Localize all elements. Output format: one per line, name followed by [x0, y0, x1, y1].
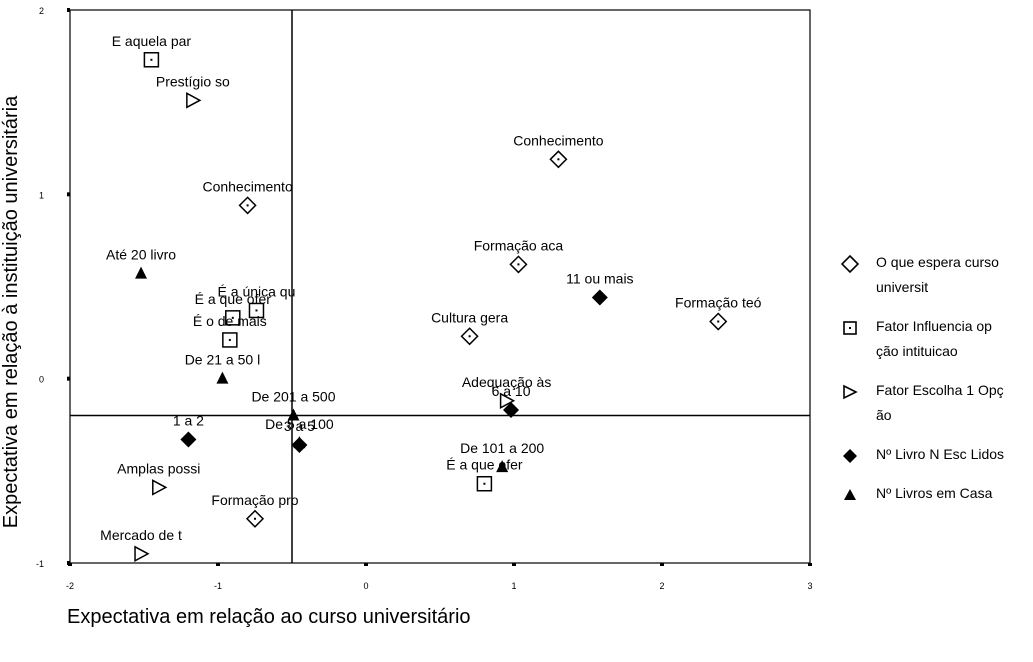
y-axis-label: Expectativa em relação à instituição uni…: [0, 95, 22, 529]
y-tick-label: 1: [39, 190, 44, 200]
x-tick-label: 0: [363, 581, 368, 591]
point-center-dot: [228, 338, 231, 341]
legend-item-livro-lidos: Nº Livro N Esc Lidos: [838, 442, 1028, 467]
y-tick-label: 2: [39, 6, 44, 16]
point-center-dot: [246, 204, 249, 207]
legend-label-line2: universit: [876, 279, 929, 295]
point-label: Conhecimento: [513, 132, 603, 148]
legend: O que espera curso universit Fator Influ…: [838, 250, 1028, 520]
y-tick-label: 0: [39, 375, 44, 385]
legend-label-line1: Fator Influencia op: [876, 318, 992, 334]
y-tick-mark: [67, 561, 70, 565]
point-label: Formação teó: [675, 295, 762, 311]
point-center-dot: [231, 316, 234, 319]
point-label: 11 ou mais: [566, 271, 633, 287]
point-center-dot: [557, 158, 560, 161]
point-label: De 201 a 500: [251, 389, 335, 405]
point-diamond-filled: [180, 431, 197, 448]
point-label: De 5 a 100: [265, 416, 334, 432]
y-tick-mark: [67, 376, 70, 381]
point-triangle-right-open: [499, 392, 516, 410]
point-triangle-filled: [216, 371, 229, 384]
point-label: Até 20 livro: [106, 247, 176, 263]
point-label: É o de mais: [193, 313, 267, 329]
point-label: Formação aca: [474, 237, 564, 253]
triangle-right-open-icon: [843, 384, 858, 400]
point-label: Adequação às: [462, 374, 552, 390]
point-label: Amplas possi: [117, 460, 200, 476]
point-label: De 101 a 200: [460, 440, 544, 456]
x-tick-label: 3: [807, 581, 812, 591]
point-label: De 21 a 50 l: [185, 352, 261, 368]
point-label: É a única qu: [218, 283, 296, 299]
point-center-dot: [150, 58, 153, 61]
square-open-icon: [843, 321, 857, 335]
point-center-dot: [517, 263, 520, 266]
point-center-dot: [468, 335, 471, 338]
point-label: Mercado de t: [100, 527, 182, 543]
point-triangle-filled: [496, 460, 509, 473]
y-tick-label: -1: [36, 559, 44, 569]
triangle-filled-icon: [844, 489, 856, 500]
legend-item-livros-casa: Nº Livros em Casa: [838, 481, 1028, 506]
point-label: Prestígio so: [156, 73, 230, 89]
point-triangle-filled: [135, 266, 148, 279]
point-triangle-filled: [293, 436, 306, 449]
point-center-dot: [254, 517, 256, 520]
point-triangle-right-open: [186, 92, 202, 109]
legend-label-line1: Nº Livros em Casa: [876, 485, 993, 501]
x-tick-mark: [512, 563, 516, 566]
legend-item-fator-influencia: Fator Influencia op ção intituicao: [838, 314, 1028, 364]
legend-label-line1: O que espera curso: [876, 254, 999, 270]
point-label: 3 a 5: [284, 418, 315, 434]
x-tick-label: -1: [214, 581, 222, 591]
point-triangle-right-open: [134, 545, 150, 563]
legend-item-o-que-espera: O que espera curso universit: [838, 250, 1028, 300]
legend-label-line1: Nº Livro N Esc Lidos: [876, 446, 1005, 462]
x-tick-mark: [660, 563, 664, 566]
legend-label-line1: Fator Escolha 1 Opç: [876, 382, 1004, 398]
x-axis-label: Expectativa em relação ao curso universi…: [67, 606, 471, 628]
point-triangle-right-open: [152, 479, 168, 496]
point-center-dot: [483, 482, 486, 485]
point-label: 1 a 2: [173, 412, 204, 428]
point-label: É a que ofer: [446, 457, 523, 473]
legend-label-line2: ção intituicao: [876, 343, 958, 359]
point-diamond-filled: [503, 402, 520, 419]
plot-area: -2 -1 0 1 2 3 -1 0 1 2 Conhecimento Conhecimento For…: [36, 6, 813, 591]
point-label: É a que ofer: [195, 291, 272, 307]
x-tick-label: 2: [659, 581, 664, 591]
point-label: E aquela par: [112, 33, 192, 49]
x-tick-mark: [364, 563, 368, 566]
y-tick-mark: [67, 192, 70, 197]
point-diamond-filled: [591, 289, 608, 306]
x-tick-mark: [216, 563, 220, 566]
legend-item-fator-escolha: Fator Escolha 1 Opç ão: [838, 378, 1028, 428]
plot-frame: [69, 9, 811, 564]
point-center-dot: [717, 320, 720, 323]
point-label: Formação pro: [211, 492, 298, 508]
point-center-dot: [255, 309, 258, 312]
y-tick-mark: [67, 8, 70, 12]
x-tick-label: 1: [511, 581, 516, 591]
point-label: Cultura gera: [431, 309, 508, 325]
point-label: Conhecimento: [202, 178, 292, 194]
x-tick-label: -2: [66, 581, 74, 591]
point-triangle-filled: [287, 408, 300, 421]
x-tick-mark: [808, 563, 812, 566]
diamond-open-icon: [840, 254, 860, 274]
diamond-filled-icon: [843, 449, 857, 463]
legend-label-line2: ão: [876, 407, 892, 423]
point-label: 6 a 10: [492, 383, 531, 399]
